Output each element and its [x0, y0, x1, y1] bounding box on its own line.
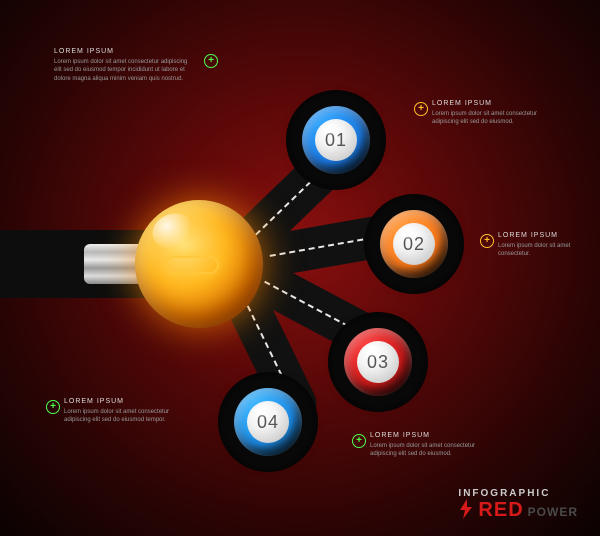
logo-line1: INFOGRAPHIC — [458, 488, 578, 499]
plus-icon[interactable]: + — [414, 102, 428, 116]
plus-icon[interactable]: + — [46, 400, 60, 414]
caption-top: LOREM IPSUM Lorem ipsum dolor sit amet co… — [54, 48, 194, 83]
node-04[interactable]: 04 — [218, 372, 318, 472]
logo-word-red: RED — [478, 499, 523, 521]
caption-body: Lorem ipsum dolor sit amet consectetur a… — [432, 110, 552, 127]
node-ring: 03 — [344, 328, 412, 396]
caption-right2: LOREM IPSUM Lorem ipsum dolor sit amet co… — [498, 232, 584, 259]
caption-header: LOREM IPSUM — [54, 48, 194, 55]
caption-body: Lorem ipsum dolor sit amet consectetur a… — [64, 408, 184, 425]
node-02[interactable]: 02 — [364, 194, 464, 294]
plus-icon[interactable]: + — [352, 434, 366, 448]
node-ring: 01 — [302, 106, 370, 174]
logo-block: INFOGRAPHIC RED POWER — [458, 488, 578, 522]
node-number: 01 — [315, 119, 357, 161]
node-03[interactable]: 03 — [328, 312, 428, 412]
node-number: 02 — [393, 223, 435, 265]
node-ring: 02 — [380, 210, 448, 278]
node-number: 04 — [247, 401, 289, 443]
caption-bottom-l: LOREM IPSUM Lorem ipsum dolor sit amet co… — [64, 398, 184, 425]
caption-right1: LOREM IPSUM Lorem ipsum dolor sit amet co… — [432, 100, 552, 127]
infographic-stage: 01 02 03 04 LOREM IPSUM Lorem ipsum dolor si… — [0, 0, 600, 536]
caption-body: Lorem ipsum dolor sit amet consectetur. — [498, 242, 584, 259]
node-ring: 04 — [234, 388, 302, 456]
plus-icon[interactable]: + — [204, 54, 218, 68]
caption-header: LOREM IPSUM — [64, 398, 184, 405]
caption-bottom-r: LOREM IPSUM Lorem ipsum dolor sit amet co… — [370, 432, 490, 459]
caption-body: Lorem ipsum dolor sit amet consectetur a… — [54, 58, 194, 83]
node-01[interactable]: 01 — [286, 90, 386, 190]
logo-word-power: POWER — [528, 505, 578, 519]
caption-header: LOREM IPSUM — [498, 232, 584, 239]
caption-header: LOREM IPSUM — [370, 432, 490, 439]
node-number: 03 — [357, 341, 399, 383]
bulb-filament — [165, 256, 219, 274]
logo-line2: RED POWER — [458, 499, 578, 522]
caption-body: Lorem ipsum dolor sit amet consectetur a… — [370, 442, 490, 459]
bolt-icon — [458, 499, 474, 519]
caption-header: LOREM IPSUM — [432, 100, 552, 107]
plus-icon[interactable]: + — [480, 234, 494, 248]
